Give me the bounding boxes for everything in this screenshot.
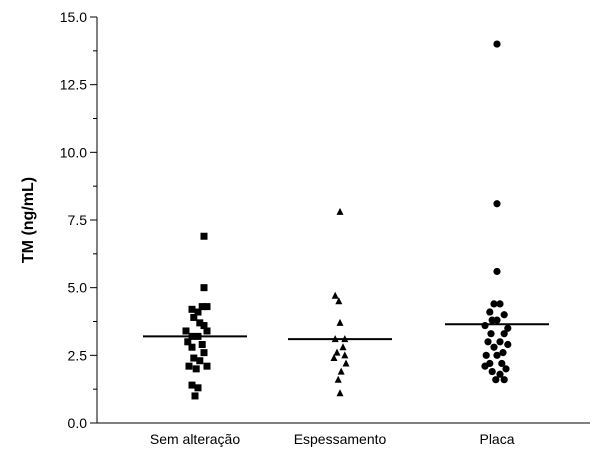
square-marker — [200, 232, 208, 240]
triangle-marker — [336, 318, 344, 326]
circle-marker — [500, 330, 508, 338]
triangle-marker — [342, 359, 350, 367]
square-marker — [188, 305, 196, 313]
circle-marker — [504, 324, 512, 332]
square-marker — [194, 332, 202, 340]
circle-marker — [493, 40, 501, 48]
triangle-marker — [331, 335, 339, 343]
triangle-marker — [330, 354, 338, 362]
circle-marker — [496, 338, 504, 346]
y-ticks: 0.0 2.5 5.0 7.5 10.0 12.5 15.0 — [60, 9, 97, 431]
circle-marker — [496, 370, 504, 378]
circle-marker — [482, 351, 490, 359]
square-marker — [198, 303, 206, 311]
y-tick-label: 10.0 — [60, 144, 87, 160]
x-category-label: Sem alteração — [150, 431, 240, 447]
circle-marker — [493, 351, 501, 359]
square-marker — [192, 365, 200, 373]
square-marker — [190, 354, 198, 362]
x-category-label: Placa — [479, 431, 514, 447]
triangle-marker — [334, 375, 342, 383]
square-marker — [182, 327, 190, 335]
y-tick-label: 7.5 — [68, 212, 88, 228]
square-marker — [191, 392, 199, 400]
circle-marker — [487, 330, 495, 338]
circle-marker — [500, 311, 508, 319]
circle-marker — [486, 308, 494, 316]
square-marker — [200, 322, 208, 330]
square-marker — [185, 362, 193, 370]
circle-marker — [496, 300, 504, 308]
x-category-label: Espessamento — [294, 431, 387, 447]
circle-marker — [500, 376, 508, 384]
y-tick-label: 0.0 — [68, 415, 88, 431]
y-tick-label: 12.5 — [60, 77, 87, 93]
triangle-marker — [337, 367, 345, 375]
square-marker — [184, 338, 192, 346]
x-ticks: Sem alteração Espessamento Placa — [150, 431, 515, 447]
circle-marker — [492, 376, 500, 384]
triangle-marker — [341, 335, 349, 343]
circle-marker — [493, 200, 501, 208]
circle-marker — [481, 362, 489, 370]
square-marker — [190, 313, 198, 321]
square-marker — [188, 332, 196, 340]
circle-marker — [498, 359, 506, 368]
data-points — [182, 40, 512, 400]
circle-marker — [493, 316, 501, 324]
square-marker — [188, 381, 196, 389]
y-tick-label: 5.0 — [68, 280, 88, 296]
circle-marker — [490, 300, 498, 308]
circle-marker — [481, 321, 489, 330]
square-marker — [203, 327, 211, 335]
y-tick-label: 2.5 — [68, 347, 88, 363]
triangle-marker — [341, 351, 349, 359]
triangle-marker — [335, 297, 343, 305]
circle-marker — [499, 349, 507, 357]
square-marker — [196, 319, 204, 327]
triangle-marker — [333, 348, 341, 356]
square-marker — [203, 362, 211, 370]
square-marker — [198, 341, 206, 349]
square-marker — [200, 349, 208, 357]
circle-marker — [484, 338, 492, 346]
square-marker — [200, 284, 208, 292]
square-marker — [194, 384, 202, 392]
y-axis-title: TM (ng/mL) — [20, 177, 37, 263]
square-marker — [196, 357, 204, 365]
circle-marker — [490, 343, 498, 351]
circle-marker — [504, 340, 512, 349]
y-tick-label: 15.0 — [60, 9, 87, 25]
circle-marker — [488, 367, 496, 376]
triangle-marker — [336, 207, 344, 215]
circle-marker — [502, 365, 510, 373]
triangle-marker — [331, 291, 339, 299]
circle-marker — [493, 267, 501, 276]
square-marker — [194, 308, 202, 316]
triangle-marker — [336, 389, 344, 397]
square-marker — [188, 343, 196, 351]
triangle-marker — [339, 343, 347, 351]
square-marker — [203, 303, 211, 311]
